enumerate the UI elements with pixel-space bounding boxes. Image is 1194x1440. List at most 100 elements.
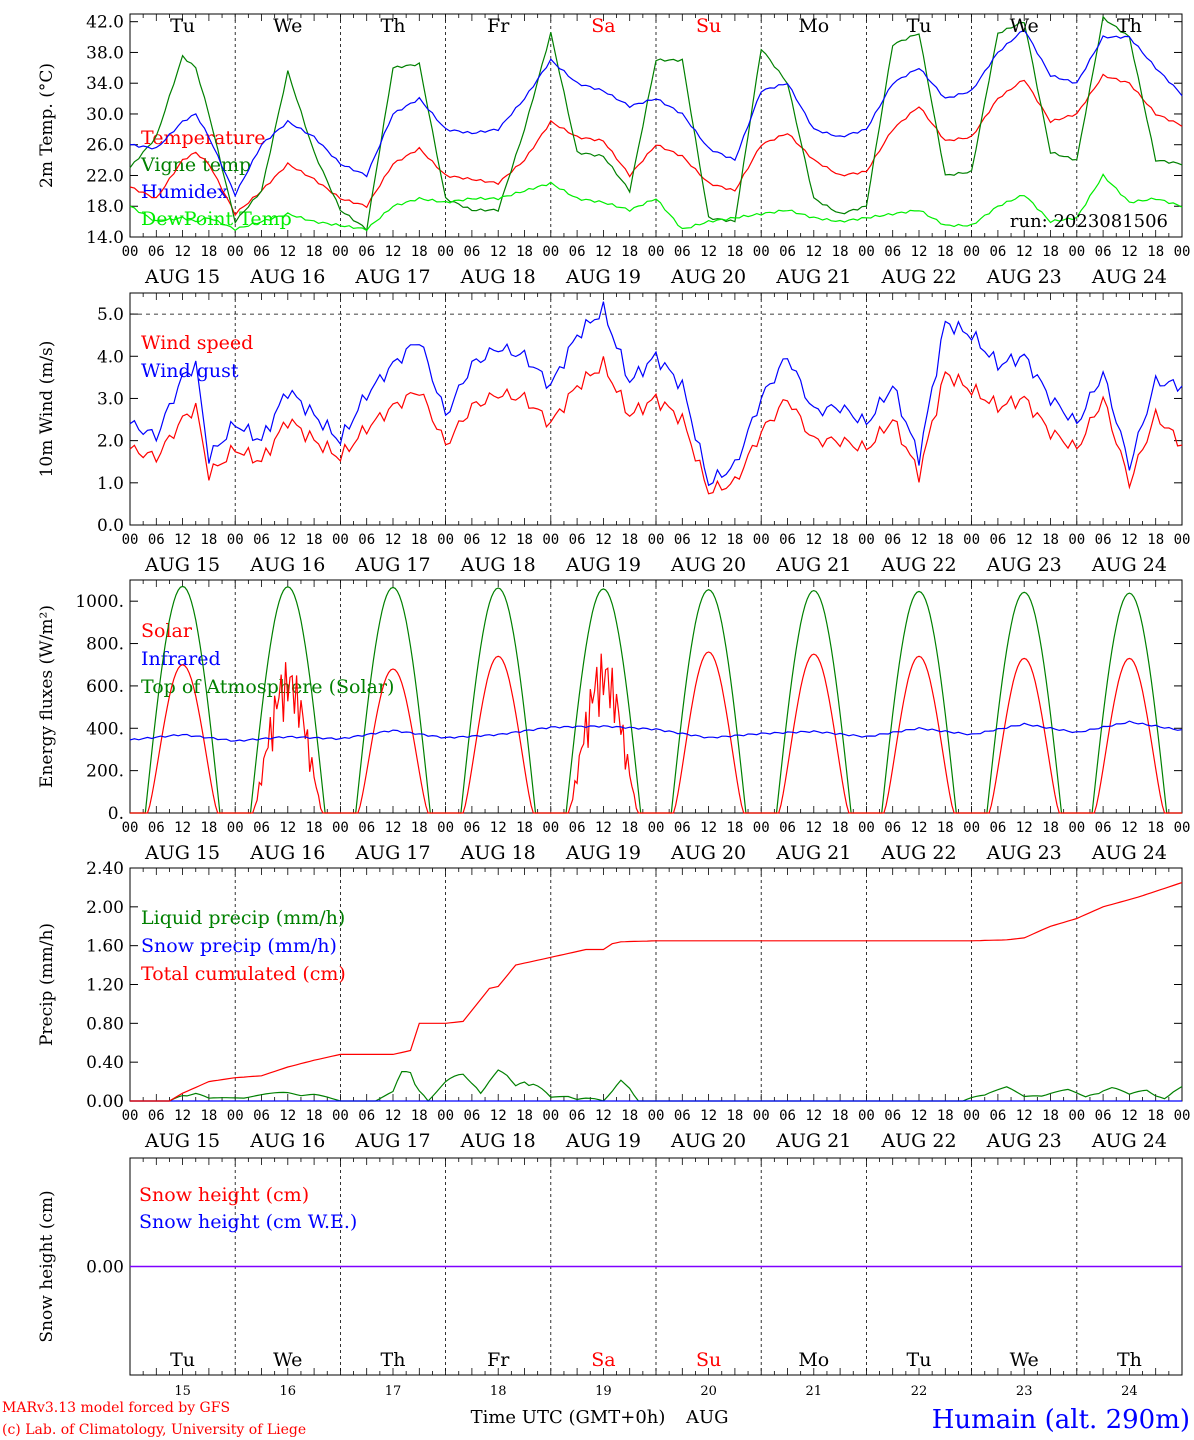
- hour-tick-label: 18: [1042, 532, 1059, 548]
- series-line-temperature: [129, 73, 1183, 217]
- hour-tick-label: 06: [674, 1108, 691, 1124]
- hour-tick-label: 12: [911, 1108, 928, 1124]
- day-number: 21: [806, 1384, 823, 1399]
- hour-tick-label: 12: [385, 532, 402, 548]
- hour-tick-label: 18: [516, 532, 533, 548]
- date-label: AUG 22: [880, 1130, 956, 1152]
- hour-tick-label: 00: [1174, 1108, 1191, 1124]
- hour-tick-label: 12: [805, 1108, 822, 1124]
- hour-tick-label: 00: [332, 1108, 349, 1124]
- hour-tick-label: 18: [411, 1108, 428, 1124]
- hour-tick-label: 06: [884, 532, 901, 548]
- hour-tick-label: 12: [595, 244, 612, 260]
- hour-tick-label: 18: [726, 820, 743, 836]
- date-label: AUG 23: [986, 1130, 1062, 1152]
- day-name: Tu: [170, 1349, 195, 1371]
- y-tick-label: 42.0: [86, 13, 124, 33]
- hour-tick-label: 18: [621, 244, 638, 260]
- hour-tick-label: 06: [989, 820, 1006, 836]
- hour-tick-label: 18: [411, 820, 428, 836]
- hour-tick-label: 12: [805, 244, 822, 260]
- legend-entry: Total cumulated (cm): [141, 963, 346, 985]
- hour-tick-label: 06: [463, 532, 480, 548]
- hour-tick-label: 00: [227, 244, 244, 260]
- legend-entry: Snow height (cm): [139, 1184, 309, 1206]
- hour-tick-label: 00: [1068, 820, 1085, 836]
- hour-tick-label: 18: [726, 1108, 743, 1124]
- date-label: AUG 20: [670, 266, 746, 288]
- hour-tick-label: 00: [858, 244, 875, 260]
- hour-tick-label: 06: [779, 1108, 796, 1124]
- y-tick-label: 38.0: [86, 43, 124, 63]
- legend-entry: Snow precip (mm/h): [141, 935, 337, 957]
- day-number: 18: [490, 1384, 507, 1399]
- date-label: AUG 24: [1091, 842, 1167, 864]
- series-line-vigne-temp: [129, 15, 1183, 232]
- date-label: AUG 15: [144, 1130, 220, 1152]
- x-axis-title: Time UTC (GMT+0h): [471, 1407, 666, 1428]
- y-tick-label: 0.0: [97, 516, 124, 536]
- hour-tick-label: 18: [1042, 244, 1059, 260]
- hour-tick-label: 18: [1147, 1108, 1164, 1124]
- date-label: AUG 17: [354, 266, 430, 288]
- legend-entry: Humidex: [141, 181, 228, 203]
- y-axis-title: Energy fluxes (W/m²): [37, 605, 57, 788]
- y-tick-label: 34.0: [86, 74, 124, 94]
- day-name: We: [1010, 1349, 1039, 1371]
- hour-tick-label: 06: [463, 244, 480, 260]
- legend-entry: Wind speed: [141, 332, 253, 354]
- hour-tick-label: 06: [253, 532, 270, 548]
- hour-tick-label: 06: [1095, 244, 1112, 260]
- run-label: run: 2023081506: [1010, 211, 1168, 232]
- hour-tick-label: 00: [1174, 244, 1191, 260]
- date-label: AUG 20: [670, 842, 746, 864]
- hour-tick-label: 18: [832, 820, 849, 836]
- day-name: Th: [1117, 15, 1142, 37]
- hour-tick-label: 00: [963, 532, 980, 548]
- hour-tick-label: 06: [569, 532, 586, 548]
- hour-tick-label: 18: [621, 820, 638, 836]
- hour-tick-label: 18: [832, 532, 849, 548]
- hour-tick-label: 12: [279, 532, 296, 548]
- hour-tick-label: 18: [937, 1108, 954, 1124]
- hour-tick-label: 00: [122, 820, 139, 836]
- hour-tick-label: 06: [989, 1108, 1006, 1124]
- hour-tick-label: 00: [753, 244, 770, 260]
- date-label: AUG 17: [354, 842, 430, 864]
- date-label: AUG 23: [986, 266, 1062, 288]
- hour-tick-label: 12: [1016, 532, 1033, 548]
- date-label: AUG 22: [880, 842, 956, 864]
- hour-tick-label: 06: [253, 244, 270, 260]
- hour-tick-label: 12: [911, 244, 928, 260]
- hour-tick-label: 06: [674, 532, 691, 548]
- y-tick-label: 0.80: [86, 1014, 124, 1034]
- hour-tick-label: 18: [306, 244, 323, 260]
- hour-tick-label: 00: [858, 820, 875, 836]
- date-label: AUG 22: [880, 554, 956, 576]
- series-line-wind-speed: [129, 356, 1183, 495]
- y-tick-label: 26.0: [86, 136, 124, 156]
- y-tick-label: 22.0: [86, 166, 124, 186]
- y-tick-label: 2.0: [97, 432, 124, 452]
- hour-tick-label: 00: [1174, 820, 1191, 836]
- day-number: 23: [1016, 1384, 1033, 1399]
- date-label: AUG 20: [670, 554, 746, 576]
- date-label: AUG 20: [670, 1130, 746, 1152]
- hour-tick-label: 06: [884, 820, 901, 836]
- hour-tick-label: 12: [1016, 820, 1033, 836]
- hour-tick-label: 18: [200, 1108, 217, 1124]
- date-label: AUG 18: [460, 842, 536, 864]
- hour-tick-label: 06: [1095, 1108, 1112, 1124]
- y-tick-label: 1.20: [86, 976, 124, 996]
- y-tick-label: 800.: [86, 635, 124, 655]
- date-label: AUG 16: [249, 842, 325, 864]
- day-name: Su: [696, 1349, 721, 1371]
- hour-tick-label: 12: [490, 820, 507, 836]
- hour-tick-label: 06: [569, 244, 586, 260]
- day-number: 17: [385, 1384, 402, 1399]
- hour-tick-label: 06: [253, 1108, 270, 1124]
- y-axis-title: 10m Wind (m/s): [37, 341, 57, 478]
- hour-tick-label: 00: [1068, 1108, 1085, 1124]
- hour-tick-label: 00: [542, 532, 559, 548]
- hour-tick-label: 18: [306, 532, 323, 548]
